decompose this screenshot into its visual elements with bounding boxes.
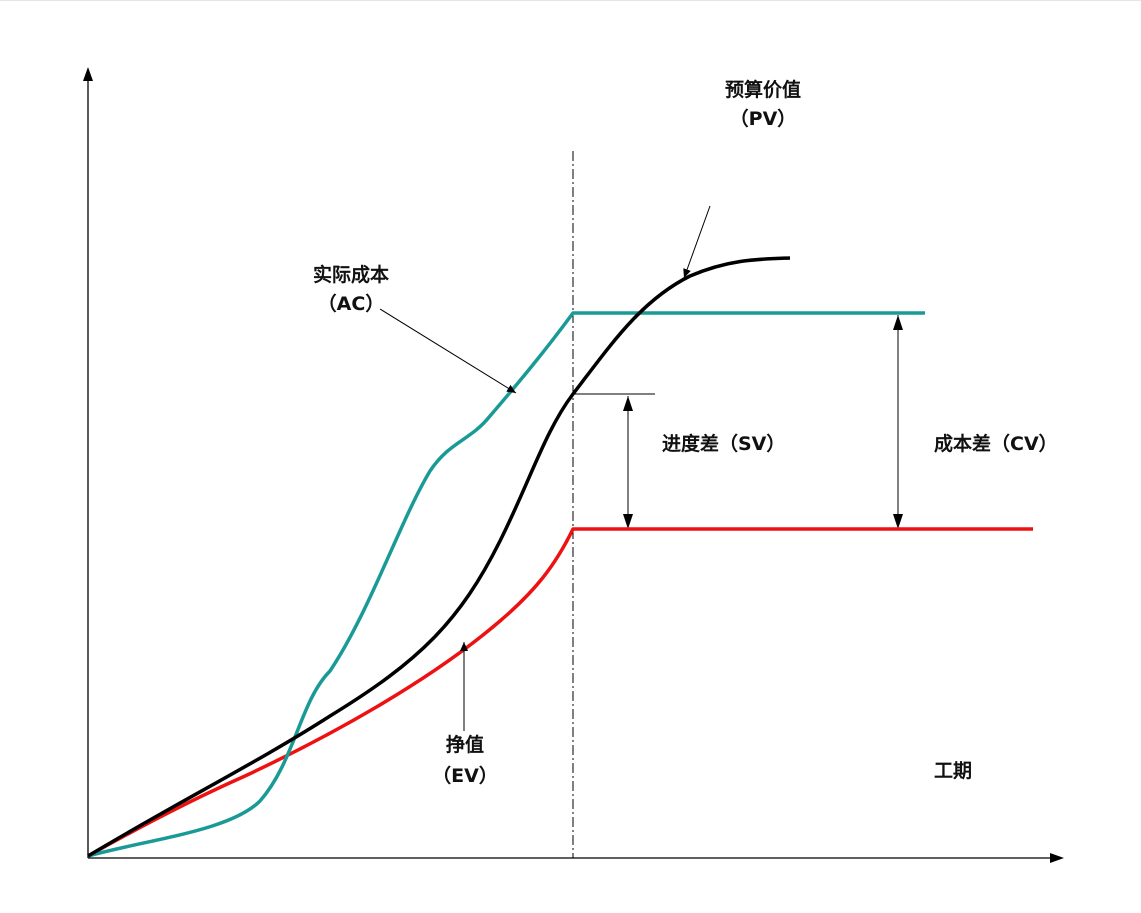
ac-label: 实际成本	[313, 263, 389, 286]
cv-label: 成本差（CV）	[934, 432, 1058, 455]
ac-curve	[87, 311, 925, 858]
pv-abbr-label: （PV）	[730, 107, 797, 130]
sv-arrow-bottom-icon	[623, 514, 633, 529]
ev-label: 挣值	[446, 733, 484, 756]
x-axis-label: 工期	[934, 760, 972, 782]
pv-label: 预算价值	[725, 78, 801, 101]
sv-arrow-top-icon	[623, 396, 633, 411]
cv-arrow-top-icon	[893, 315, 903, 330]
cv-arrow-bottom-icon	[893, 514, 903, 529]
ev-curve	[87, 527, 1033, 858]
ev-abbr-label: （EV）	[432, 764, 498, 787]
sv-label: 进度差（SV）	[662, 432, 785, 455]
x-axis-arrow-icon	[1050, 853, 1064, 863]
y-axis-arrow-icon	[83, 67, 93, 81]
ac-abbr-label: （AC）	[318, 292, 385, 315]
ac-leader-arrow	[379, 308, 517, 394]
pv-leader-arrow	[683, 205, 711, 279]
